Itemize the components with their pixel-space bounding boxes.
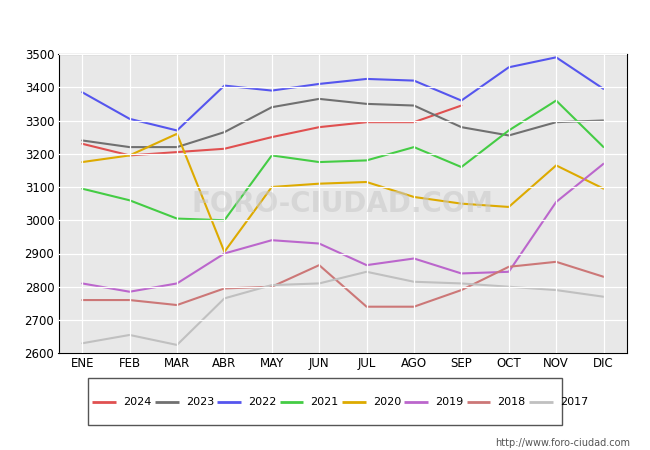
Text: 2023: 2023 [186, 396, 214, 407]
Text: 2017: 2017 [560, 396, 588, 407]
Text: 2022: 2022 [248, 396, 276, 407]
Text: FORO-CIUDAD.COM: FORO-CIUDAD.COM [192, 189, 494, 218]
Text: 2018: 2018 [497, 396, 526, 407]
Text: 2024: 2024 [124, 396, 151, 407]
FancyBboxPatch shape [88, 378, 562, 425]
Text: http://www.foro-ciudad.com: http://www.foro-ciudad.com [495, 438, 630, 448]
Text: 2020: 2020 [373, 396, 401, 407]
Text: 2021: 2021 [311, 396, 339, 407]
Text: Afiliados en Medina-Sidonia a 30/9/2024: Afiliados en Medina-Sidonia a 30/9/2024 [158, 14, 492, 33]
Text: 2019: 2019 [435, 396, 463, 407]
